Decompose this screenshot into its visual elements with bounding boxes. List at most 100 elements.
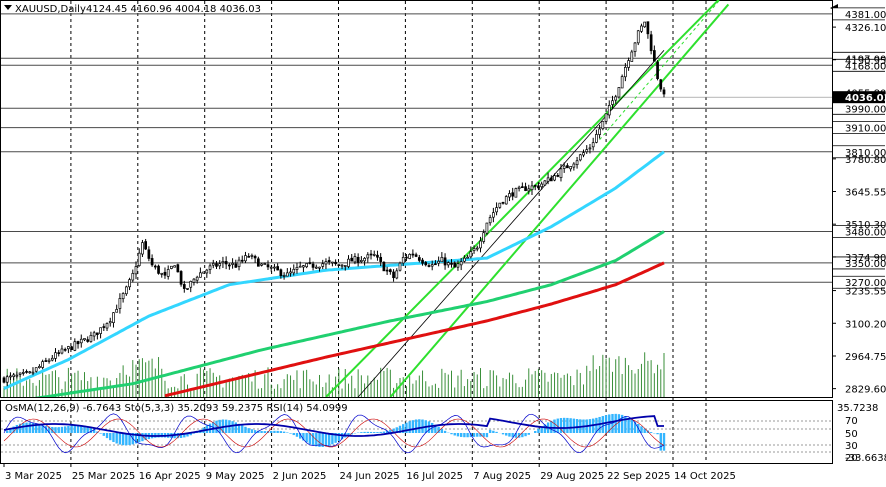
candle-body [556, 174, 560, 177]
moving-averages [3, 150, 665, 397]
candle-body [543, 180, 547, 186]
time-label: 16 Apr 2025 [139, 471, 201, 482]
osma-bar [63, 426, 67, 433]
candle-body [18, 372, 22, 375]
osma-bar [472, 433, 476, 437]
osma-bar [273, 430, 276, 433]
osma-bar [289, 433, 292, 434]
osma-bar [118, 433, 122, 445]
osma-bar [620, 414, 624, 433]
candle-body [504, 196, 508, 205]
candle-body [237, 259, 241, 267]
candle-body [517, 186, 521, 189]
osma-bar [99, 433, 102, 434]
candle-body [240, 259, 244, 262]
osma-bar [279, 431, 283, 433]
indicator-levels [1, 420, 832, 453]
level-label-bg [833, 102, 885, 115]
candle-body [308, 262, 312, 264]
candle-body [411, 253, 415, 256]
price-tick-label: 3100.20 [845, 319, 886, 330]
osma-bar [89, 427, 93, 433]
price-tick-label: 3374.90 [845, 253, 886, 264]
candle-body [466, 256, 469, 259]
price-tick-label: 4326.10 [845, 23, 886, 34]
candle-body [186, 288, 189, 290]
candle-body [331, 261, 334, 264]
osma-bar [176, 433, 180, 439]
osma-bar [121, 433, 125, 446]
oscillator-lines [3, 413, 665, 454]
candle-body [537, 185, 540, 189]
candle-body [12, 374, 16, 377]
osma-bar [112, 433, 115, 443]
osma-bar [311, 433, 315, 446]
osma-bar [459, 433, 463, 437]
osma-bar [508, 433, 511, 437]
osma-bar [604, 415, 608, 433]
candle-body [2, 377, 6, 383]
candle-body [60, 348, 64, 354]
candle-body [224, 261, 228, 265]
candle-body [546, 177, 550, 182]
osma-bar [44, 425, 48, 433]
osma-bar [656, 433, 659, 435]
candle-body [366, 254, 370, 259]
candle-body [562, 165, 566, 169]
candle-body [5, 376, 9, 383]
candle-body [482, 232, 486, 242]
osma-bar [350, 433, 353, 435]
dropdown-triangle-icon[interactable] [4, 5, 12, 10]
candle-body [311, 263, 315, 268]
candle-body [363, 258, 366, 262]
candle-body [595, 134, 598, 143]
osma-bar [282, 431, 286, 433]
osma-bar [31, 422, 35, 433]
candle-body [279, 269, 283, 277]
osma-bar [270, 430, 273, 433]
candle-body [414, 254, 418, 257]
candle-body [134, 266, 138, 275]
indicator-top-label: 35.7238 [837, 403, 878, 414]
candle-body [205, 269, 209, 274]
osma-bar [327, 433, 331, 446]
osma-bar [517, 433, 521, 438]
osma-bar [418, 419, 421, 433]
osma-bar [22, 422, 25, 433]
candle-body [347, 258, 350, 267]
candle-body [89, 335, 93, 342]
osma-bar [469, 433, 473, 438]
candle-body [443, 257, 447, 266]
candle-body [15, 374, 19, 377]
osma-bar [630, 419, 634, 433]
candle-body [405, 256, 408, 259]
osma-bar [537, 428, 540, 433]
candle-body [591, 142, 595, 148]
candle-body [298, 265, 302, 268]
indicator-header: OsMA(12,26,9) -6.7643 Sto(5,3,3) 35.2093… [5, 403, 348, 414]
candle-body [604, 113, 608, 122]
osma-bar [617, 414, 621, 433]
candle-body [582, 152, 585, 156]
osma-bar [295, 433, 299, 437]
candle-body [472, 248, 476, 251]
osma-bar [298, 433, 302, 439]
osma-bar [138, 433, 141, 443]
candle-body [356, 257, 360, 263]
time-label: 25 Mar 2025 [72, 471, 135, 482]
osma-bar [73, 425, 77, 433]
candle-body [620, 76, 624, 89]
osma-bar [527, 433, 530, 435]
candle-body [501, 201, 505, 204]
osma-bar [57, 427, 60, 433]
osma-bar [453, 433, 456, 436]
candle-body [578, 154, 582, 161]
candle-body [92, 332, 96, 337]
osma-bar [305, 433, 308, 443]
osma-bar [649, 432, 653, 433]
time-label: 16 Jul 2025 [406, 471, 463, 482]
osma-bar [521, 433, 524, 438]
candle-body [263, 263, 267, 265]
candle-body [108, 321, 112, 324]
